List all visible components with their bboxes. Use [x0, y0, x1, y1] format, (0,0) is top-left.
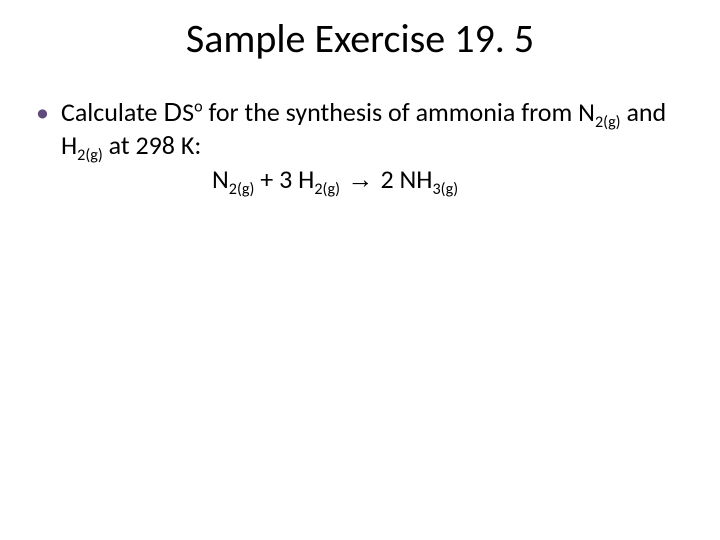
slide-title: Sample Exercise 19. 5 [0, 14, 720, 63]
text-at298: at 298 K: [103, 129, 202, 161]
eq-sub-3g: 3(g) [432, 180, 458, 199]
slide: Sample Exercise 19. 5 • Calculate DSo fo… [0, 0, 720, 540]
sub-2g-a: 2(g) [595, 113, 621, 132]
eq-prod: 2 NH [380, 163, 432, 195]
sup-o: o [194, 97, 203, 116]
sub-2g-b: 2(g) [77, 146, 103, 165]
eq-sub-2g: 2(g) [229, 180, 255, 199]
text-calc: Calculate [61, 96, 163, 128]
delta-symbol: D [163, 97, 182, 127]
bullet-glyph: • [36, 96, 49, 129]
text-rest1: for the synthesis of ammonia from N [203, 96, 595, 128]
slide-body: • Calculate DSo for the synthesis of amm… [36, 96, 686, 196]
eq-sub-2g-2: 2(g) [314, 180, 340, 199]
bullet-text: Calculate DSo for the synthesis of ammon… [61, 96, 686, 161]
equation-line: N2(g) + 3 H2(g) → 2 NH3(g) [36, 163, 686, 196]
eq-N: N [212, 163, 229, 195]
eq-plus: + 3 H [254, 163, 314, 195]
eq-arrow: → [340, 164, 380, 194]
text-S: S [182, 96, 194, 128]
bullet-item: • Calculate DSo for the synthesis of amm… [36, 96, 686, 161]
